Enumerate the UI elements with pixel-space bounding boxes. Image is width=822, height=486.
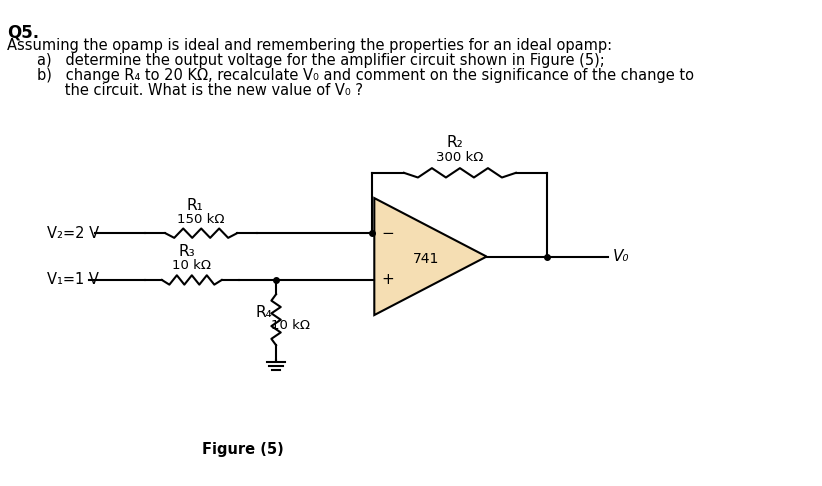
Text: R₂: R₂ [447,136,464,150]
Text: Figure (5): Figure (5) [202,442,284,457]
Text: −: − [381,226,395,241]
Text: Assuming the opamp is ideal and remembering the properties for an ideal opamp:: Assuming the opamp is ideal and remember… [7,38,612,53]
Text: R₄: R₄ [256,305,272,320]
Text: R₃: R₃ [179,244,196,260]
Text: 150 kΩ: 150 kΩ [178,213,225,226]
Polygon shape [374,198,487,315]
Text: +: + [381,273,395,287]
Text: 10 kΩ: 10 kΩ [271,319,311,332]
Text: 10 kΩ: 10 kΩ [173,260,211,273]
Text: V₁=1 V: V₁=1 V [47,273,99,287]
Text: Q5.: Q5. [7,23,39,41]
Text: a)   determine the output voltage for the amplifier circuit shown in Figure (5);: a) determine the output voltage for the … [38,53,605,68]
Text: V₂=2 V: V₂=2 V [47,226,99,241]
Text: the circuit. What is the new value of V₀ ?: the circuit. What is the new value of V₀… [38,83,363,98]
Text: 741: 741 [413,252,439,266]
Text: b)   change R₄ to 20 KΩ, recalculate V₀ and comment on the significance of the c: b) change R₄ to 20 KΩ, recalculate V₀ an… [38,68,695,83]
Text: R₁: R₁ [187,198,203,212]
Text: 300 kΩ: 300 kΩ [436,152,483,164]
Text: V₀: V₀ [613,249,630,264]
